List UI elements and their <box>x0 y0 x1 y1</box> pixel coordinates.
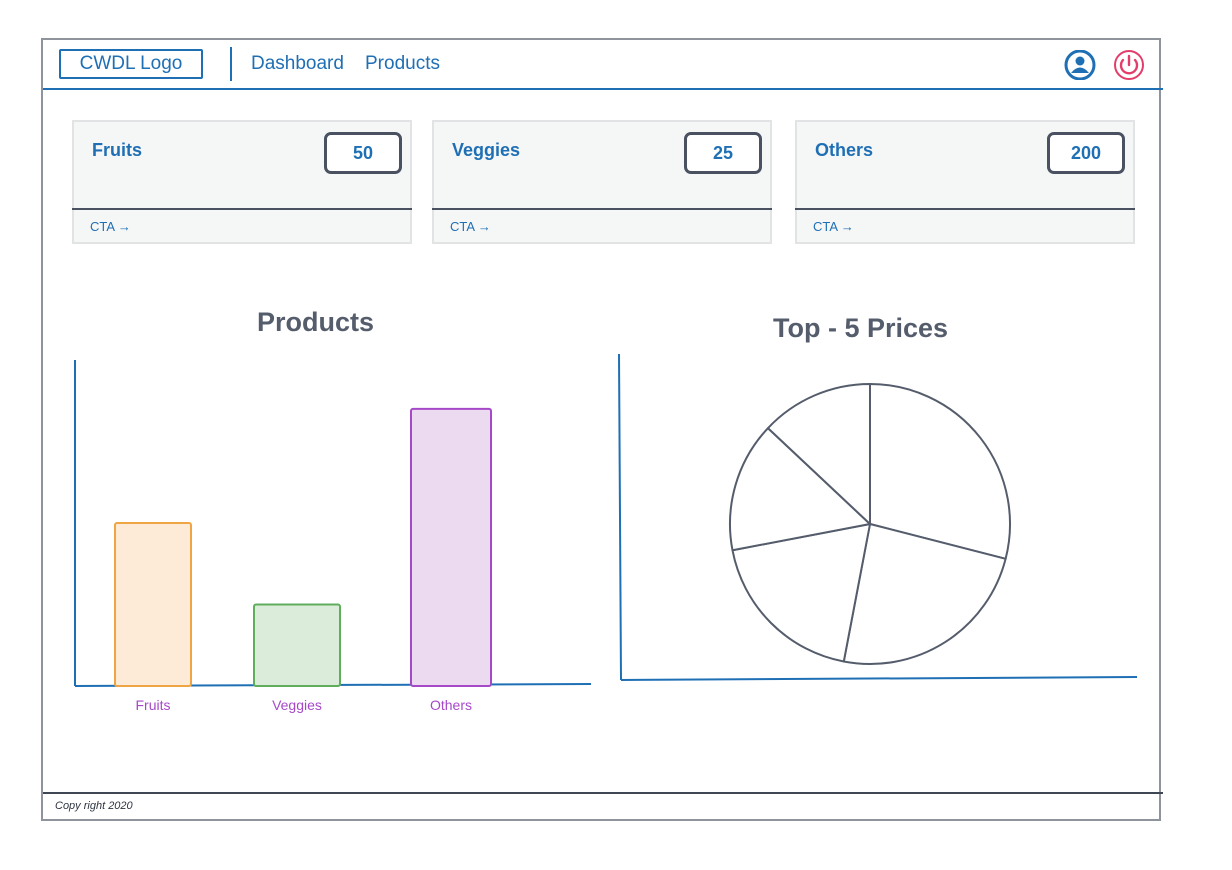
bar-label-fruits: Fruits <box>136 697 171 713</box>
card-title: Veggies <box>452 140 521 160</box>
card-divider <box>432 208 772 210</box>
pie-slice-5 <box>766 383 871 525</box>
prices-pie-chart <box>618 353 1138 681</box>
brand-logo[interactable]: CWDL Logo <box>59 49 203 79</box>
copyright-text: Copy right 2020 <box>55 800 133 812</box>
products-chart-title: Products <box>257 307 375 337</box>
veggies-card: Veggies 25 CTA → <box>432 120 772 244</box>
pie-slice-4 <box>729 427 871 552</box>
footer: Copy right 2020 <box>43 792 1163 821</box>
pie-slice-2 <box>842 523 1007 665</box>
nav-products-link[interactable]: Products <box>365 53 440 74</box>
bar-label-others: Others <box>430 697 472 713</box>
nav-dashboard-link[interactable]: Dashboard <box>251 53 344 74</box>
others-card: Others 200 CTA → <box>795 120 1135 244</box>
fruits-card: Fruits 50 CTA → <box>72 120 412 244</box>
card-count-badge: 25 <box>684 132 762 174</box>
card-divider <box>72 208 412 210</box>
bar-others <box>410 407 492 688</box>
nav-separator <box>230 47 232 81</box>
card-title: Fruits <box>92 140 143 160</box>
user-icon[interactable] <box>1063 50 1097 80</box>
bar-veggies <box>253 603 341 687</box>
others-cta-link[interactable]: CTA → <box>813 219 854 234</box>
veggies-cta-link[interactable]: CTA → <box>450 219 491 234</box>
card-count-badge: 200 <box>1047 132 1125 174</box>
pie-slice-1 <box>869 383 1011 560</box>
card-count-badge: 50 <box>324 132 402 174</box>
fruits-cta-link[interactable]: CTA → <box>90 219 131 234</box>
app-window: CWDL Logo Dashboard Products Fruits 50 C… <box>41 38 1163 821</box>
pie-slice-3 <box>731 523 871 663</box>
pie-y-axis <box>618 353 622 681</box>
power-icon[interactable] <box>1112 49 1146 81</box>
bar-fruits <box>114 522 192 687</box>
products-bar-chart: Fruits Veggies Others <box>74 360 592 713</box>
pie-x-axis <box>620 676 1138 681</box>
card-divider <box>795 208 1135 210</box>
prices-chart-title: Top - 5 Prices <box>773 313 949 343</box>
top-header: CWDL Logo Dashboard Products <box>43 40 1163 90</box>
card-title: Others <box>815 140 874 160</box>
bar-label-veggies: Veggies <box>272 697 322 713</box>
